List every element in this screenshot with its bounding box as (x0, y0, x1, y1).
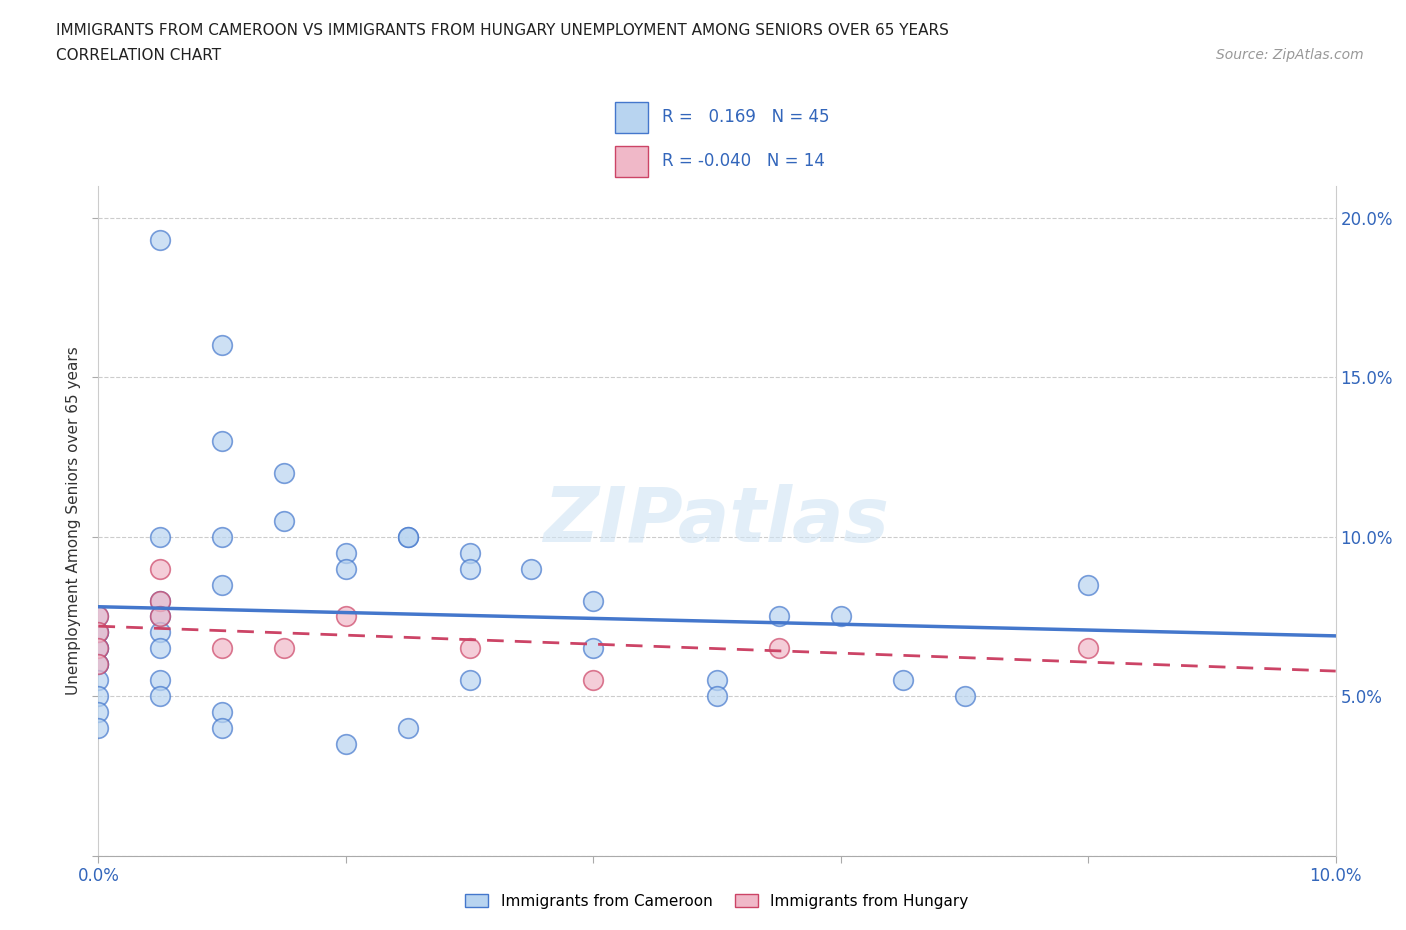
Point (458, 641, 481, 656)
Point (87, 625, 110, 640)
Point (211, 433, 233, 448)
Point (582, 641, 605, 656)
Text: CORRELATION CHART: CORRELATION CHART (56, 48, 221, 63)
Y-axis label: Unemployment Among Seniors over 65 years: Unemployment Among Seniors over 65 years (66, 347, 82, 696)
Point (273, 513, 295, 528)
Point (149, 609, 172, 624)
Point (520, 561, 543, 576)
Point (149, 625, 172, 640)
Point (335, 545, 357, 560)
Point (458, 545, 481, 560)
Text: Source: ZipAtlas.com: Source: ZipAtlas.com (1216, 48, 1364, 62)
Point (830, 609, 852, 624)
Point (582, 593, 605, 608)
Legend: Immigrants from Cameroon, Immigrants from Hungary: Immigrants from Cameroon, Immigrants fro… (460, 887, 974, 915)
Point (768, 641, 790, 656)
Point (149, 529, 172, 544)
Point (87, 705, 110, 720)
Point (211, 721, 233, 736)
Point (211, 529, 233, 544)
Point (87, 657, 110, 671)
Point (458, 561, 481, 576)
Point (87, 625, 110, 640)
Point (211, 338, 233, 352)
Point (458, 672, 481, 687)
Text: R =   0.169   N = 45: R = 0.169 N = 45 (662, 108, 830, 126)
Point (1077, 641, 1099, 656)
Text: ZIPatlas: ZIPatlas (544, 484, 890, 558)
Text: IMMIGRANTS FROM CAMEROON VS IMMIGRANTS FROM HUNGARY UNEMPLOYMENT AMONG SENIORS O: IMMIGRANTS FROM CAMEROON VS IMMIGRANTS F… (56, 23, 949, 38)
Point (87, 641, 110, 656)
Point (149, 593, 172, 608)
Point (149, 561, 172, 576)
Point (87, 657, 110, 671)
Point (87, 657, 110, 671)
Point (335, 561, 357, 576)
Point (149, 641, 172, 656)
Point (87, 641, 110, 656)
Point (396, 529, 419, 544)
Point (211, 578, 233, 592)
FancyBboxPatch shape (614, 146, 648, 177)
Point (87, 609, 110, 624)
Point (87, 721, 110, 736)
Point (335, 737, 357, 751)
Point (149, 672, 172, 687)
Point (273, 466, 295, 481)
Point (87, 609, 110, 624)
Point (953, 689, 976, 704)
Point (149, 689, 172, 704)
Text: R = -0.040   N = 14: R = -0.040 N = 14 (662, 152, 825, 170)
Point (396, 721, 419, 736)
Point (1077, 578, 1099, 592)
Point (87, 689, 110, 704)
Point (87, 641, 110, 656)
FancyBboxPatch shape (614, 102, 648, 133)
Point (87, 672, 110, 687)
Point (273, 641, 295, 656)
Point (149, 609, 172, 624)
Point (891, 672, 914, 687)
Point (87, 625, 110, 640)
Point (149, 593, 172, 608)
Point (149, 232, 172, 247)
Point (582, 672, 605, 687)
Point (706, 689, 728, 704)
Point (396, 529, 419, 544)
Point (706, 672, 728, 687)
Point (335, 609, 357, 624)
Point (211, 641, 233, 656)
Point (211, 705, 233, 720)
Point (768, 609, 790, 624)
